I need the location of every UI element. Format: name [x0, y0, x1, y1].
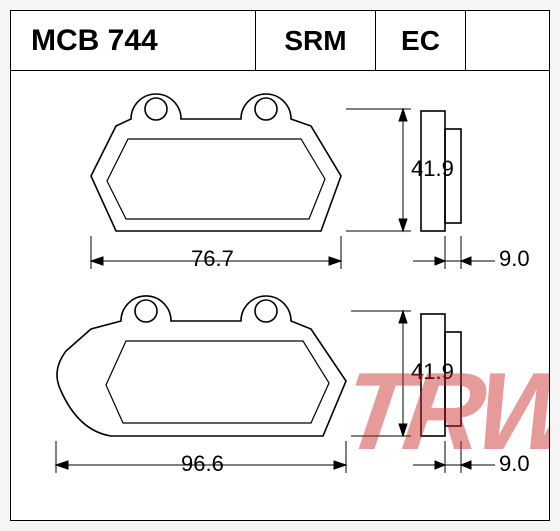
part-number-cell: MCB 744: [11, 11, 256, 70]
dim-label-top-width: 76.7: [191, 246, 234, 272]
code-cell-srm: SRM: [256, 11, 376, 70]
dim-top-thick: [413, 236, 495, 269]
dim-label-bottom-width: 96.6: [181, 451, 224, 477]
dim-label-top-thick: 9.0: [499, 246, 530, 272]
dim-label-bottom-thick: 9.0: [499, 451, 530, 477]
blank-cell: [466, 11, 549, 70]
pad-top-hole-right: [255, 98, 277, 120]
drawing-svg: [11, 71, 550, 521]
dim-top-height: [346, 109, 411, 231]
code-cell-ec: EC: [376, 11, 466, 70]
pad-top-inner: [107, 139, 325, 219]
dim-label-top-height: 41.9: [411, 156, 454, 182]
pad-bottom-hole-right: [255, 300, 277, 322]
pad-bottom-hole-left: [135, 300, 157, 322]
diagram-canvas: MCB 744 SRM EC: [10, 10, 550, 521]
pad-bottom-outline: [57, 296, 346, 436]
dim-label-bottom-height: 41.9: [411, 359, 454, 385]
header-row: MCB 744 SRM EC: [11, 11, 549, 71]
dim-bottom-thick: [413, 441, 495, 473]
pad-top-hole-left: [145, 98, 167, 120]
pad-top-outline: [91, 94, 341, 231]
pad-bottom-inner: [106, 341, 329, 423]
dim-bottom-height: [351, 311, 411, 436]
